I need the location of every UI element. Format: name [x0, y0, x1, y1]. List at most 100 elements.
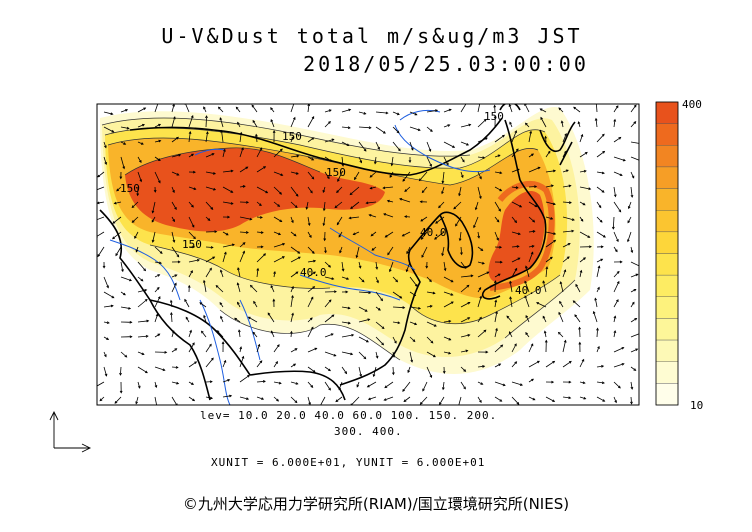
wind-arrow	[477, 119, 487, 128]
wind-arrow-head	[291, 220, 294, 224]
wind-arrow	[188, 153, 194, 158]
wind-arrow	[630, 186, 633, 198]
wind-arrow-head	[135, 401, 138, 405]
wind-arrow-head	[529, 130, 533, 134]
wind-arrow-head	[633, 121, 637, 124]
wind-arrow	[324, 139, 334, 143]
wind-arrow	[426, 305, 433, 308]
wind-arrow	[406, 261, 411, 272]
wind-arrow	[630, 318, 637, 323]
wind-arrow	[350, 201, 360, 209]
wind-arrow	[613, 347, 624, 353]
wind-arrow	[290, 246, 300, 254]
wind-arrow	[494, 396, 502, 402]
wind-arrow-head	[225, 232, 229, 236]
wind-arrow-head	[253, 300, 256, 304]
wind-arrow-head	[627, 206, 631, 210]
wind-arrow-head	[137, 385, 141, 389]
wind-arrow	[120, 261, 124, 272]
wind-arrow	[237, 302, 241, 308]
wind-arrow	[369, 171, 377, 178]
wind-arrow	[392, 366, 394, 375]
wind-arrow-head	[359, 160, 363, 164]
wind-arrow-head	[448, 337, 452, 341]
wind-arrow-head	[203, 314, 206, 318]
wind-arrow-head	[191, 224, 195, 228]
wind-arrow	[185, 317, 190, 323]
wind-arrow-head	[336, 190, 339, 194]
wind-arrow	[613, 363, 625, 368]
wind-arrow-head	[601, 190, 605, 193]
wind-arrow	[545, 396, 555, 402]
wind-arrow	[239, 216, 252, 220]
wind-arrow-head	[278, 232, 282, 236]
wind-arrow-head	[279, 219, 283, 223]
wind-arrow	[511, 245, 519, 248]
wind-arrow	[613, 246, 618, 252]
wind-arrow	[630, 333, 639, 338]
wind-arrow-head	[524, 280, 527, 284]
wind-arrow-head	[410, 147, 414, 151]
wind-arrow	[477, 381, 483, 385]
wind-arrow	[239, 231, 249, 233]
wind-arrow-head	[154, 385, 158, 388]
wind-arrow	[595, 118, 598, 128]
wind-arrow	[579, 152, 588, 158]
wind-arrow	[324, 333, 334, 338]
wind-arrow	[306, 201, 309, 210]
wind-arrow	[205, 171, 216, 175]
wind-arrow	[596, 231, 606, 238]
wind-arrow	[341, 261, 344, 271]
wind-arrow-head	[209, 343, 212, 347]
wind-arrow-head	[291, 294, 294, 298]
wind-arrow	[438, 201, 445, 208]
wind-arrow-head	[202, 279, 206, 283]
wind-arrow-head	[174, 348, 178, 351]
wind-arrow	[358, 111, 366, 115]
wind-arrow-head	[295, 172, 299, 175]
colorbar-swatch	[655, 123, 679, 146]
wind-arrow-head	[514, 361, 518, 364]
wind-arrow	[426, 126, 433, 132]
wind-arrow-head	[578, 341, 582, 345]
wind-arrow	[290, 313, 294, 323]
wind-arrow-head	[404, 215, 408, 219]
wind-arrow	[528, 360, 540, 368]
wind-arrow	[594, 298, 598, 308]
wind-arrow	[578, 121, 581, 128]
wind-arrow-head	[466, 284, 470, 288]
wind-arrow	[307, 366, 316, 373]
wind-arrow-head	[452, 145, 456, 148]
wind-arrow	[477, 296, 482, 308]
wind-arrow-head	[157, 274, 161, 277]
wind-arrow-head	[530, 343, 534, 347]
wind-arrow	[562, 243, 571, 248]
wind-arrow-head	[125, 109, 129, 112]
wind-arrow-head	[213, 187, 217, 191]
wind-arrow	[375, 126, 386, 134]
wind-arrow	[307, 327, 314, 338]
wind-arrow	[443, 109, 452, 113]
wind-arrow	[248, 316, 258, 323]
wind-arrow	[596, 381, 605, 384]
wind-arrow	[409, 306, 421, 309]
wind-arrow-head	[486, 271, 490, 275]
wind-arrow	[171, 274, 177, 278]
wind-arrow	[596, 201, 602, 208]
wind-arrow	[115, 246, 122, 256]
wind-arrow-head	[156, 406, 158, 408]
wind-arrow-head	[481, 261, 485, 265]
wind-arrow-head	[176, 173, 180, 176]
wind-arrow-head	[338, 387, 342, 391]
wind-arrow-head	[350, 403, 353, 405]
wind-arrow	[222, 360, 226, 368]
wind-arrow	[545, 360, 555, 368]
wind-arrow	[120, 109, 128, 113]
wind-arrow	[443, 301, 454, 308]
wind-arrow	[627, 231, 632, 242]
wind-arrow	[267, 312, 275, 323]
wind-arrow	[579, 201, 586, 206]
wind-arrow	[220, 316, 224, 323]
wind-arrow	[137, 366, 148, 374]
wind-arrow-head	[249, 217, 253, 221]
